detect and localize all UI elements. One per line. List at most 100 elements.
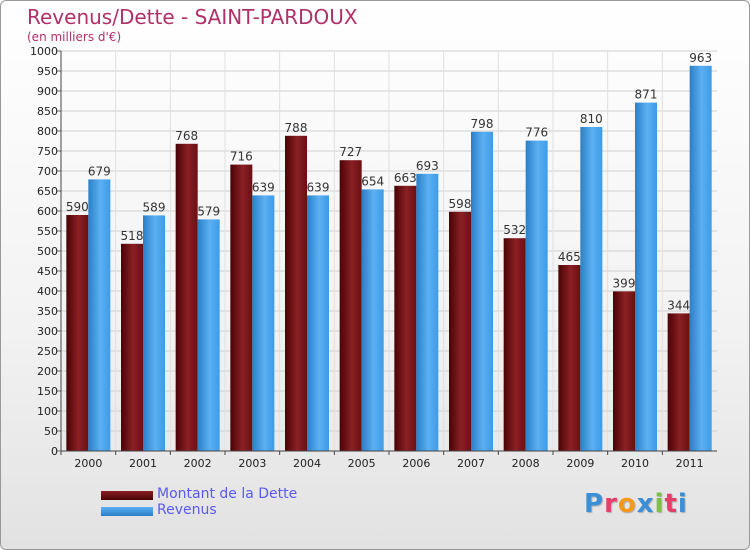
logo-letter: o	[617, 489, 637, 519]
bar-revenus	[252, 195, 275, 451]
value-label: 589	[143, 200, 166, 214]
value-label: 727	[339, 145, 362, 159]
y-tick-label: 50	[44, 425, 58, 438]
x-tick-label: 2001	[129, 457, 157, 470]
x-tick-label: 2008	[512, 457, 540, 470]
y-tick-label: 400	[37, 285, 58, 298]
legend-label-dette: Montant de la Dette	[157, 486, 298, 502]
x-tick-label: 2003	[238, 457, 266, 470]
proxiti-logo: Proxiti	[584, 489, 688, 519]
y-tick-label: 450	[37, 265, 58, 278]
y-tick-label: 1000	[30, 45, 58, 58]
value-label: 788	[285, 121, 308, 135]
value-label: 598	[449, 197, 472, 211]
y-tick-label: 0	[51, 445, 58, 458]
logo-letter: P	[584, 489, 605, 519]
bar-dette	[503, 238, 526, 451]
bar-revenus	[361, 189, 384, 451]
x-tick-label: 2006	[402, 457, 430, 470]
value-label: 518	[121, 229, 144, 243]
y-tick-label: 150	[37, 385, 58, 398]
value-label: 810	[580, 112, 603, 126]
bar-dette	[175, 143, 198, 452]
y-tick-label: 850	[37, 105, 58, 118]
value-label: 399	[613, 276, 636, 290]
x-tick-label: 2011	[676, 457, 704, 470]
bar-dette	[558, 265, 581, 451]
y-tick-label: 900	[37, 85, 58, 98]
y-tick-label: 300	[37, 325, 58, 338]
y-tick-label: 650	[37, 185, 58, 198]
bar-revenus	[635, 102, 657, 451]
x-tick-labels: 2000 2001 2002 2003 2004 2005 2006 2007 2008 2009…	[60, 451, 704, 470]
y-tick-label: 600	[37, 205, 58, 218]
legend-swatch-dette	[101, 491, 153, 500]
bar-dette	[339, 160, 362, 451]
logo-letter: t	[664, 489, 678, 519]
value-labels: 590 679 518 589 768 579 716 639 788 639 727 654 6636…	[66, 51, 712, 313]
bars	[66, 65, 712, 452]
value-label: 639	[252, 180, 275, 194]
chart-title: Revenus/Dette - SAINT-PARDOUX	[27, 5, 358, 29]
bar-dette	[121, 243, 143, 451]
bar-dette	[449, 211, 471, 451]
value-label: 344	[667, 298, 690, 312]
logo-letter: r	[604, 489, 618, 519]
legend-label-revenus: Revenus	[157, 502, 217, 518]
value-label: 663	[394, 171, 417, 185]
bar-dette	[613, 291, 635, 451]
value-label: 798	[471, 117, 494, 131]
value-label: 693	[416, 159, 439, 173]
value-label: 639	[307, 180, 330, 194]
bar-revenus	[197, 219, 220, 451]
value-label: 532	[503, 223, 526, 237]
value-label: 465	[558, 250, 581, 264]
bar-dette	[394, 185, 417, 452]
x-tick-label: 2000	[74, 457, 102, 470]
bar-revenus	[580, 127, 603, 451]
legend-swatch-revenus	[101, 507, 153, 516]
value-label: 679	[88, 164, 111, 178]
bar-revenus	[525, 140, 548, 451]
chart-subtitle: (en milliers d'€)	[27, 30, 122, 44]
y-tick-label: 350	[37, 305, 58, 318]
logo-letter: i	[677, 489, 688, 519]
x-tick-label: 2004	[293, 457, 321, 470]
y-tick-label: 200	[37, 365, 58, 378]
value-label: 963	[689, 51, 712, 65]
bar-revenus	[307, 195, 329, 451]
x-tick-label: 2005	[348, 457, 376, 470]
y-tick-label: 700	[37, 165, 58, 178]
y-tick-label: 800	[37, 125, 58, 138]
value-label: 716	[230, 150, 253, 164]
logo-letter: x	[636, 489, 655, 519]
bar-revenus	[416, 173, 439, 452]
x-tick-label: 2002	[184, 457, 212, 470]
logo-letter: i	[654, 489, 665, 519]
y-tick-label: 950	[37, 65, 58, 78]
x-tick-label: 2007	[457, 457, 485, 470]
bar-revenus	[471, 131, 493, 452]
y-tick-label: 100	[37, 405, 58, 418]
y-tick-label: 750	[37, 145, 58, 158]
bar-revenus	[88, 179, 111, 451]
bar-revenus	[143, 215, 165, 451]
bar-dette	[667, 313, 690, 451]
x-tick-label: 2010	[621, 457, 649, 470]
bar-dette	[285, 135, 307, 452]
value-label: 768	[175, 129, 198, 143]
value-label: 776	[525, 126, 548, 140]
bar-dette	[66, 215, 89, 451]
value-label: 871	[635, 88, 658, 102]
y-tick-label: 550	[37, 225, 58, 238]
bar-dette	[230, 164, 253, 451]
bar-revenus	[689, 65, 712, 452]
y-tick-label: 500	[37, 245, 58, 258]
value-label: 590	[66, 200, 89, 214]
y-tick-label: 250	[37, 345, 58, 358]
value-label: 579	[197, 204, 220, 218]
value-label: 654	[361, 174, 384, 188]
y-tick-labels: 0 50 100 150 200 250 300 350 400 450 500 550 600 650 7…	[30, 45, 58, 458]
